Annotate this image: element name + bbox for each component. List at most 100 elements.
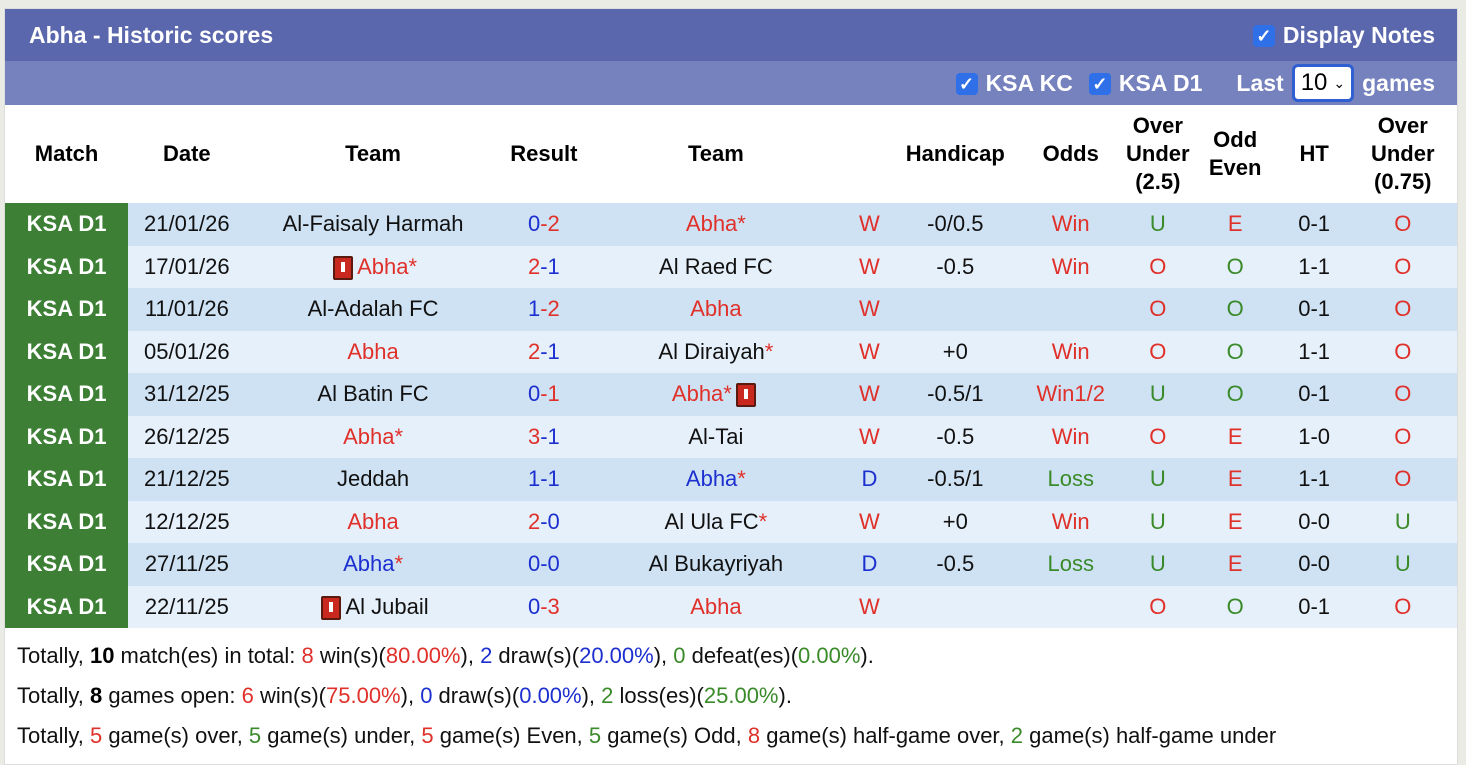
team-name[interactable]: Al Batin FC [317,381,429,407]
over-under-075-cell: O [1348,458,1457,501]
team-name[interactable]: Abha [685,211,738,237]
checkbox-checked-icon[interactable]: ✓ [1088,73,1111,96]
display-notes-toggle[interactable]: ✓ Display Notes [1252,21,1435,49]
team-name[interactable]: Al-Adalah FC [307,296,439,322]
team-name[interactable]: Al-Tai [688,423,744,449]
team-name[interactable]: Abha [347,338,399,364]
summary-text: win(s)( [313,643,386,668]
home-team-cell[interactable]: Abha* [245,245,501,288]
column-header: Team [587,105,845,203]
checkbox-checked-icon[interactable]: ✓ [1252,25,1275,48]
league-cell[interactable]: KSA D1 [5,458,129,501]
team-name[interactable]: Abha [343,423,395,449]
summary: Totally, 10 match(es) in total: 8 win(s)… [5,628,1457,764]
summary-text: Totally, [17,643,90,668]
away-team-cell[interactable]: Al Raed FC [587,245,845,288]
column-header: Over Under (0.75) [1349,105,1457,203]
team-name[interactable]: Abha [343,551,395,577]
star-marker: * [737,211,746,237]
team-name[interactable]: Jeddah [336,466,410,492]
checkbox-checked-icon[interactable]: ✓ [955,73,978,96]
team-name[interactable]: Abha [347,508,399,534]
league-cell[interactable]: KSA D1 [5,288,129,331]
summary-text: draw(s)( [492,643,580,668]
team-name[interactable]: Al-Faisaly Harmah [282,211,464,237]
table-row: KSA D1 27/11/25 Abha* 0-0 Al Bukayriyah D -0.5… [5,543,1457,586]
home-team-cell[interactable]: Al-Adalah FC [245,288,501,331]
home-team-cell[interactable]: Abha* [245,543,501,586]
filter-ksa-d1[interactable]: ✓ KSA D1 [1088,70,1202,97]
odd-even-cell: O [1190,245,1280,288]
column-header: Match [5,105,128,203]
star-marker: * [408,253,418,279]
date-cell: 17/01/26 [128,245,246,288]
home-team-cell[interactable]: Al Jubail [245,585,501,628]
away-team-cell[interactable]: Al Ula FC* [587,500,845,543]
team-name[interactable]: Al Raed FC [659,253,773,279]
home-team-cell[interactable]: Al-Faisaly Harmah [245,203,501,246]
league-cell[interactable]: KSA D1 [5,500,129,543]
summary-text: Totally, [17,683,90,708]
league-cell[interactable]: KSA D1 [5,330,129,373]
column-header-label: Over [1377,113,1428,138]
team-name[interactable]: Al Ula FC [664,508,759,534]
column-header-label: Even [1208,155,1262,180]
summary-text: 2 [1010,723,1024,748]
ht-cell: 0-1 [1279,288,1349,331]
team-name[interactable]: Abha [671,381,724,407]
team-name[interactable]: Abha [357,253,409,279]
team-name[interactable]: Al Diraiyah [658,338,765,364]
odd-even-cell: O [1190,373,1280,416]
away-team-cell[interactable]: Al Bukayriyah [587,543,845,586]
away-team-cell[interactable]: Al-Tai [587,415,845,458]
away-team-cell[interactable]: Abha [587,288,845,331]
team-name[interactable]: Al Jubail [345,593,429,619]
team-name[interactable]: Abha [685,466,738,492]
filter-label: KSA KC [985,69,1073,96]
odd-even-cell: E [1190,415,1280,458]
ht-cell: 1-1 [1279,330,1349,373]
handicap-cell: +0 [894,500,1017,543]
summary-text: win(s)( [253,683,326,708]
last-games-select[interactable]: 10 ⌄ [1291,64,1355,102]
display-notes-label: Display Notes [1282,21,1435,48]
summary-text: 0 [673,643,686,668]
away-team-cell[interactable]: Abha [587,585,845,628]
home-score: 2 [527,338,541,364]
date-cell: 21/01/26 [128,203,246,246]
score-separator: - [540,508,548,534]
table-row: KSA D1 31/12/25 Al Batin FC 0-1 Abha* W -0.5/1… [5,373,1457,416]
filter-ksa-kc[interactable]: ✓ KSA KC [955,69,1073,97]
team-name[interactable]: Abha [690,296,742,322]
table-row: KSA D1 21/01/26 Al-Faisaly Harmah 0-2 Abha* W… [5,203,1457,246]
column-header-label: Team [345,141,401,166]
over-under-075-cell: O [1348,585,1457,628]
away-team-cell[interactable]: Abha* [587,203,845,246]
ht-cell: 0-1 [1279,585,1349,628]
league-cell[interactable]: KSA D1 [5,585,129,628]
away-team-cell[interactable]: Al Diraiyah* [587,330,845,373]
league-cell[interactable]: KSA D1 [5,373,129,416]
home-team-cell[interactable]: Abha* [245,415,501,458]
over-under-cell: O [1125,585,1191,628]
away-team-cell[interactable]: Abha* [587,458,845,501]
result-cell: 0-0 [500,543,588,586]
column-header-label: Team [687,141,744,166]
column-header-label: Result [510,141,578,166]
home-team-cell[interactable]: Jeddah [245,458,501,501]
away-team-cell[interactable]: Abha* [587,373,845,416]
home-team-cell[interactable]: Al Batin FC [245,373,501,416]
league-cell[interactable]: KSA D1 [5,543,129,586]
home-team-cell[interactable]: Abha [245,330,501,373]
team-name[interactable]: Al Bukayriyah [648,551,784,577]
handicap-cell: -0.5 [894,245,1017,288]
column-header-label: Over [1132,113,1183,138]
league-cell[interactable]: KSA D1 [5,415,129,458]
column-header: Odd Even [1191,105,1280,203]
home-team-cell[interactable]: Abha [245,500,501,543]
away-score: 2 [547,211,560,237]
team-name[interactable]: Abha [690,593,742,619]
summary-text: game(s) under, [261,723,422,748]
league-cell[interactable]: KSA D1 [5,245,129,288]
league-cell[interactable]: KSA D1 [5,203,129,246]
